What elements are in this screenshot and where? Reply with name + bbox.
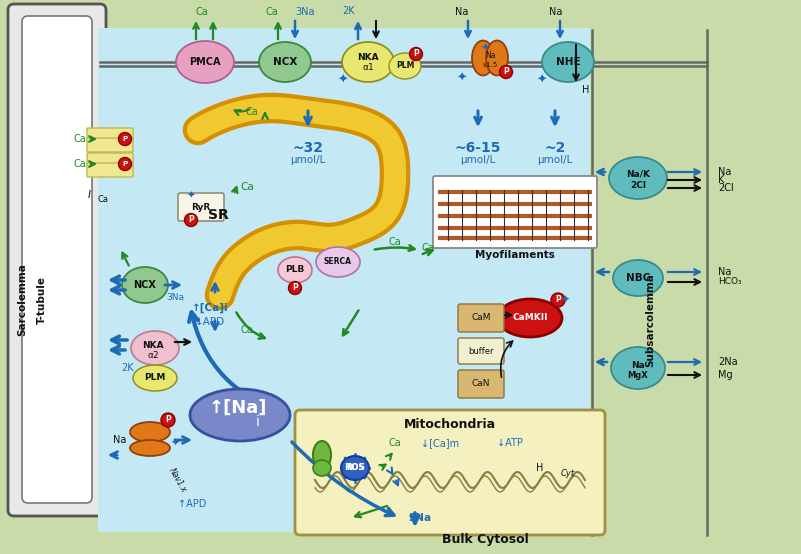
FancyBboxPatch shape <box>8 4 106 516</box>
Text: Ca: Ca <box>240 182 254 192</box>
Text: K: K <box>718 175 724 185</box>
Text: PLB: PLB <box>285 265 304 274</box>
Text: Na: Na <box>631 361 645 370</box>
Text: PLM: PLM <box>144 373 166 382</box>
Text: RyR: RyR <box>191 203 211 212</box>
Ellipse shape <box>472 40 494 75</box>
Text: I: I <box>88 190 91 200</box>
Text: ✦: ✦ <box>537 74 547 86</box>
FancyBboxPatch shape <box>87 153 133 167</box>
FancyBboxPatch shape <box>590 28 709 532</box>
Text: PLM: PLM <box>396 61 414 70</box>
Ellipse shape <box>119 157 131 171</box>
Ellipse shape <box>119 132 131 146</box>
Text: Subsarcolemma: Subsarcolemma <box>645 273 655 367</box>
Text: α1: α1 <box>362 64 374 73</box>
Text: Na: Na <box>113 435 127 445</box>
Text: 2Cl: 2Cl <box>630 181 646 189</box>
Ellipse shape <box>389 53 421 79</box>
Text: 2K: 2K <box>343 6 356 16</box>
Text: Na: Na <box>485 50 495 59</box>
FancyBboxPatch shape <box>98 28 592 532</box>
Text: Ca: Ca <box>266 7 279 17</box>
Text: 3Na: 3Na <box>296 7 315 17</box>
Text: NKA: NKA <box>357 54 379 63</box>
Text: Na: Na <box>549 7 562 17</box>
Text: CaN: CaN <box>472 379 490 388</box>
Ellipse shape <box>190 389 290 441</box>
Text: P: P <box>555 295 561 305</box>
Text: P: P <box>123 136 127 142</box>
Ellipse shape <box>313 441 331 469</box>
Text: ✦: ✦ <box>481 43 489 53</box>
Text: MgX: MgX <box>628 372 648 381</box>
Text: NHE: NHE <box>556 57 580 67</box>
Text: NKA: NKA <box>143 341 164 350</box>
Text: buffer: buffer <box>469 346 493 356</box>
Ellipse shape <box>161 413 175 427</box>
Text: ↓ATP: ↓ATP <box>497 438 523 448</box>
Text: ✦: ✦ <box>338 74 348 86</box>
Text: 2K: 2K <box>122 363 135 373</box>
Text: ~6-15: ~6-15 <box>455 141 501 155</box>
Text: ↑APD: ↑APD <box>178 499 206 509</box>
FancyBboxPatch shape <box>87 163 133 177</box>
Ellipse shape <box>176 41 234 83</box>
Ellipse shape <box>551 293 565 307</box>
Ellipse shape <box>342 42 394 82</box>
Ellipse shape <box>500 65 513 79</box>
Text: i: i <box>256 415 260 429</box>
Text: Ca: Ca <box>421 243 434 253</box>
Text: ✦: ✦ <box>457 71 467 85</box>
Ellipse shape <box>486 40 508 75</box>
Text: α2: α2 <box>147 351 159 361</box>
Text: μmol/L: μmol/L <box>290 155 326 165</box>
Text: ~32: ~32 <box>292 141 324 155</box>
Ellipse shape <box>122 267 168 303</box>
FancyBboxPatch shape <box>458 338 504 364</box>
Ellipse shape <box>184 213 198 227</box>
Text: Ca: Ca <box>74 134 87 144</box>
Ellipse shape <box>409 48 422 60</box>
Ellipse shape <box>498 299 562 337</box>
Text: NBC: NBC <box>626 273 650 283</box>
FancyBboxPatch shape <box>458 370 504 398</box>
Text: PMCA: PMCA <box>189 57 221 67</box>
Text: ↑[Na]: ↑[Na] <box>209 399 268 417</box>
FancyBboxPatch shape <box>295 410 605 535</box>
Text: H: H <box>582 85 590 95</box>
Text: Na: Na <box>718 167 731 177</box>
Text: CaMKII: CaMKII <box>513 314 548 322</box>
Text: SR: SR <box>207 208 228 222</box>
FancyBboxPatch shape <box>22 16 92 503</box>
Text: 3Na: 3Na <box>166 293 184 301</box>
Text: Ca: Ca <box>74 159 87 169</box>
Ellipse shape <box>131 331 179 365</box>
Text: μmol/L: μmol/L <box>461 155 496 165</box>
Text: μmol/L: μmol/L <box>537 155 573 165</box>
Text: CaM: CaM <box>471 314 491 322</box>
Ellipse shape <box>341 456 369 480</box>
Ellipse shape <box>130 422 170 442</box>
Text: Ca: Ca <box>388 438 401 448</box>
Ellipse shape <box>313 460 331 476</box>
Text: 2Na: 2Na <box>718 357 738 367</box>
Text: Ca: Ca <box>240 325 253 335</box>
Text: Na: Na <box>718 267 731 277</box>
Text: P: P <box>503 68 509 76</box>
Text: ROS: ROS <box>344 464 365 473</box>
FancyBboxPatch shape <box>178 193 224 221</box>
Ellipse shape <box>133 365 177 391</box>
Text: Na/K: Na/K <box>626 170 650 178</box>
Text: Nav1.x: Nav1.x <box>167 466 188 494</box>
Text: 3Na: 3Na <box>409 513 432 523</box>
Text: Ca: Ca <box>195 7 208 17</box>
Ellipse shape <box>542 42 594 82</box>
Text: Mg: Mg <box>718 370 733 380</box>
Text: NCX: NCX <box>273 57 297 67</box>
Ellipse shape <box>611 347 665 389</box>
Text: ✦: ✦ <box>187 191 195 201</box>
Text: ~2: ~2 <box>545 141 566 155</box>
Text: P: P <box>292 284 298 293</box>
